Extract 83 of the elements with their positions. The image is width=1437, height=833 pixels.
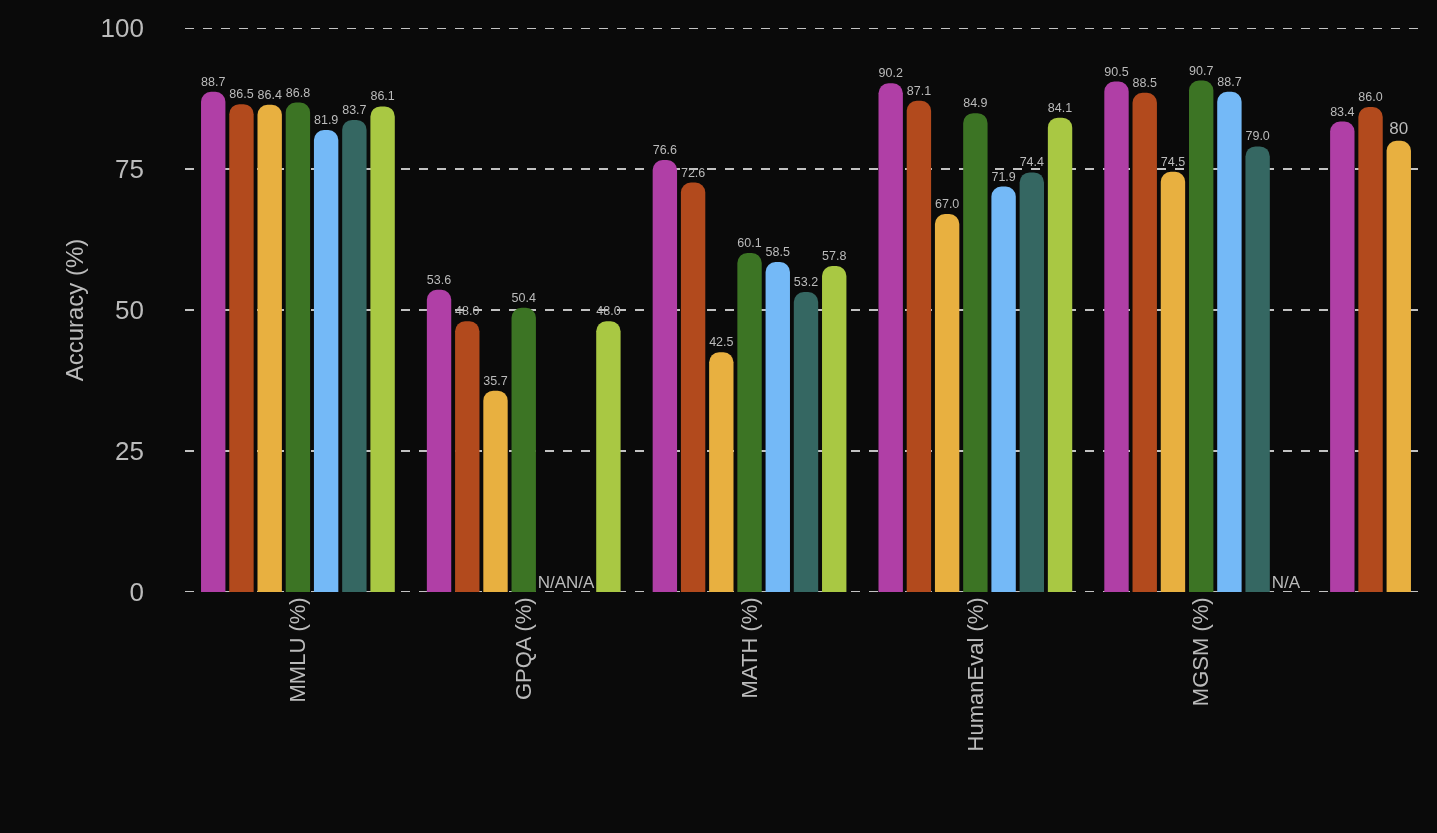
bar: [680, 182, 706, 592]
x-tick-label: MATH (%): [736, 597, 762, 699]
bar: [1217, 91, 1242, 592]
data-label: 42.5: [709, 335, 734, 350]
bar: [426, 289, 452, 592]
x-tick-label: MMLU (%): [285, 597, 311, 703]
data-label: 71.9: [991, 169, 1016, 184]
data-label: 90.7: [1189, 63, 1214, 78]
bar: [1019, 172, 1045, 592]
data-label: 57.8: [822, 249, 847, 264]
data-label: 88.5: [1132, 75, 1157, 90]
data-label: 53.2: [793, 275, 819, 289]
bar: [1160, 171, 1186, 592]
text: N/A: [1271, 572, 1301, 592]
data-label: 86.0: [1358, 90, 1383, 105]
data-label: 84.1: [1047, 100, 1073, 115]
bar: [313, 130, 339, 592]
data-label: 76.6: [652, 143, 678, 158]
data-label: 67.0: [934, 197, 960, 212]
data-label: 74.4: [1019, 155, 1045, 170]
data-label: 74.5: [1160, 154, 1186, 169]
data-label: 53.6: [426, 272, 452, 287]
bar: [709, 352, 734, 592]
bar: [257, 104, 282, 592]
bar: [652, 159, 678, 592]
data-label: 86.8: [285, 85, 311, 100]
data-label: 83.7: [342, 102, 367, 117]
data-label: 72.6: [680, 165, 706, 180]
bar: [201, 91, 226, 592]
bar: [1188, 80, 1214, 592]
bar: [1330, 121, 1355, 592]
bar: [285, 102, 311, 592]
data-label: 87.1: [906, 83, 932, 98]
bar: [822, 266, 847, 592]
data-label: 86.5: [229, 87, 254, 102]
bar: [483, 390, 508, 592]
y-tick-label: 25: [115, 436, 144, 467]
data-label: 88.7: [201, 74, 226, 89]
data-label: 88.7: [1217, 74, 1242, 89]
bar: [765, 262, 790, 592]
y-tick-label: 100: [100, 13, 144, 44]
data-label: 81.9: [313, 113, 339, 128]
bar: [1047, 117, 1073, 592]
y-tick-label: 75: [115, 154, 144, 185]
data-label: 84.9: [963, 96, 988, 111]
text: N/A: [566, 572, 595, 592]
bar: [1358, 106, 1383, 592]
bar: [370, 106, 395, 592]
data-label: 86.4: [257, 87, 282, 102]
data-label: 90.2: [878, 66, 903, 81]
x-tick-label: GPQA (%): [510, 597, 536, 701]
data-label: 86.1: [370, 89, 395, 104]
data-label: 50.4: [511, 290, 536, 305]
bar: [229, 104, 254, 592]
bar: [963, 113, 988, 592]
bar: [793, 291, 819, 592]
bar: [1245, 146, 1270, 592]
data-label: 79.0: [1245, 129, 1270, 144]
bar: [906, 100, 932, 592]
bar: [1386, 140, 1411, 592]
bar: [596, 321, 621, 592]
data-label: 83.4: [1330, 104, 1355, 119]
data-label: 60.1: [737, 236, 762, 251]
bar: [991, 186, 1016, 592]
y-tick-label: 0: [129, 577, 144, 608]
x-tick-label: HumanEval (%): [962, 597, 988, 752]
bar: [737, 253, 762, 592]
bar: [1132, 92, 1157, 592]
text: N/A: [537, 572, 567, 592]
data-label: 90.5: [1104, 64, 1129, 79]
bar: [511, 307, 536, 592]
data-label: 58.5: [765, 245, 790, 260]
bar: [934, 214, 960, 592]
y-tick-label: 50: [115, 295, 144, 326]
bar: [1104, 81, 1129, 592]
x-tick-label: MGSM (%): [1188, 597, 1214, 707]
y-axis-title: Accuracy (%): [60, 238, 88, 382]
bar: [878, 83, 903, 592]
bar: [455, 321, 480, 592]
bar: [342, 119, 367, 592]
data-label: 48.0: [596, 304, 621, 319]
data-label: 80: [1389, 118, 1409, 138]
data-label: 35.7: [483, 373, 508, 388]
